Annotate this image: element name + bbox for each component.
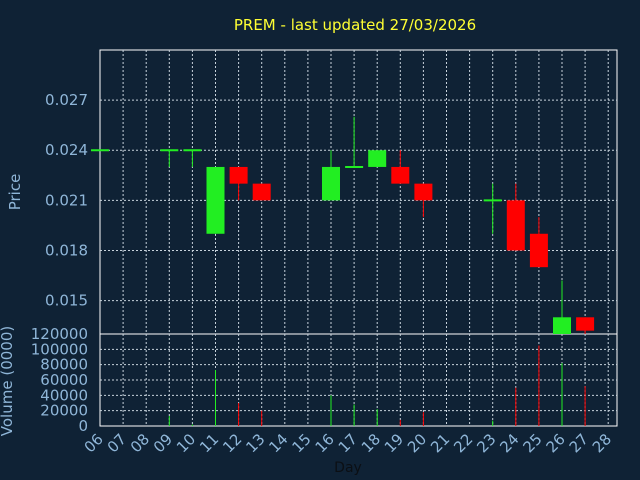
candle-body	[391, 166, 410, 184]
volume-tick-label: 60000	[40, 371, 88, 389]
price-axis-label: Price	[6, 174, 24, 211]
candle-body	[229, 166, 248, 184]
candle-body	[576, 317, 595, 331]
x-axis-label: Day	[334, 460, 362, 476]
price-tick-label: 0.018	[45, 241, 88, 259]
volume-tick-label: 80000	[40, 356, 88, 374]
candle-body	[322, 166, 340, 201]
candle-body	[414, 183, 433, 201]
chart-title: PREM - last updated 27/03/2026	[234, 16, 476, 34]
candle-body	[252, 183, 271, 201]
price-tick-label: 0.027	[45, 91, 88, 109]
volume-tick-label: 0	[78, 417, 88, 435]
volume-tick-label: 20000	[40, 402, 88, 420]
candle-body	[506, 200, 525, 251]
volume-bars	[168, 345, 586, 426]
candle-body	[529, 233, 548, 268]
volume-axis-label: Volume (0000)	[0, 326, 16, 436]
candle-body	[553, 317, 571, 334]
volume-tick-label: 120000	[31, 325, 88, 343]
candles	[91, 116, 595, 334]
candle-body	[368, 150, 387, 167]
price-tick-label: 0.015	[45, 292, 88, 310]
price-tick-label: 0.021	[45, 191, 88, 209]
price-tick-label: 0.024	[45, 141, 88, 159]
candle-body	[206, 166, 225, 234]
volume-tick-label: 40000	[40, 386, 88, 404]
volume-tick-label: 100000	[31, 340, 88, 358]
